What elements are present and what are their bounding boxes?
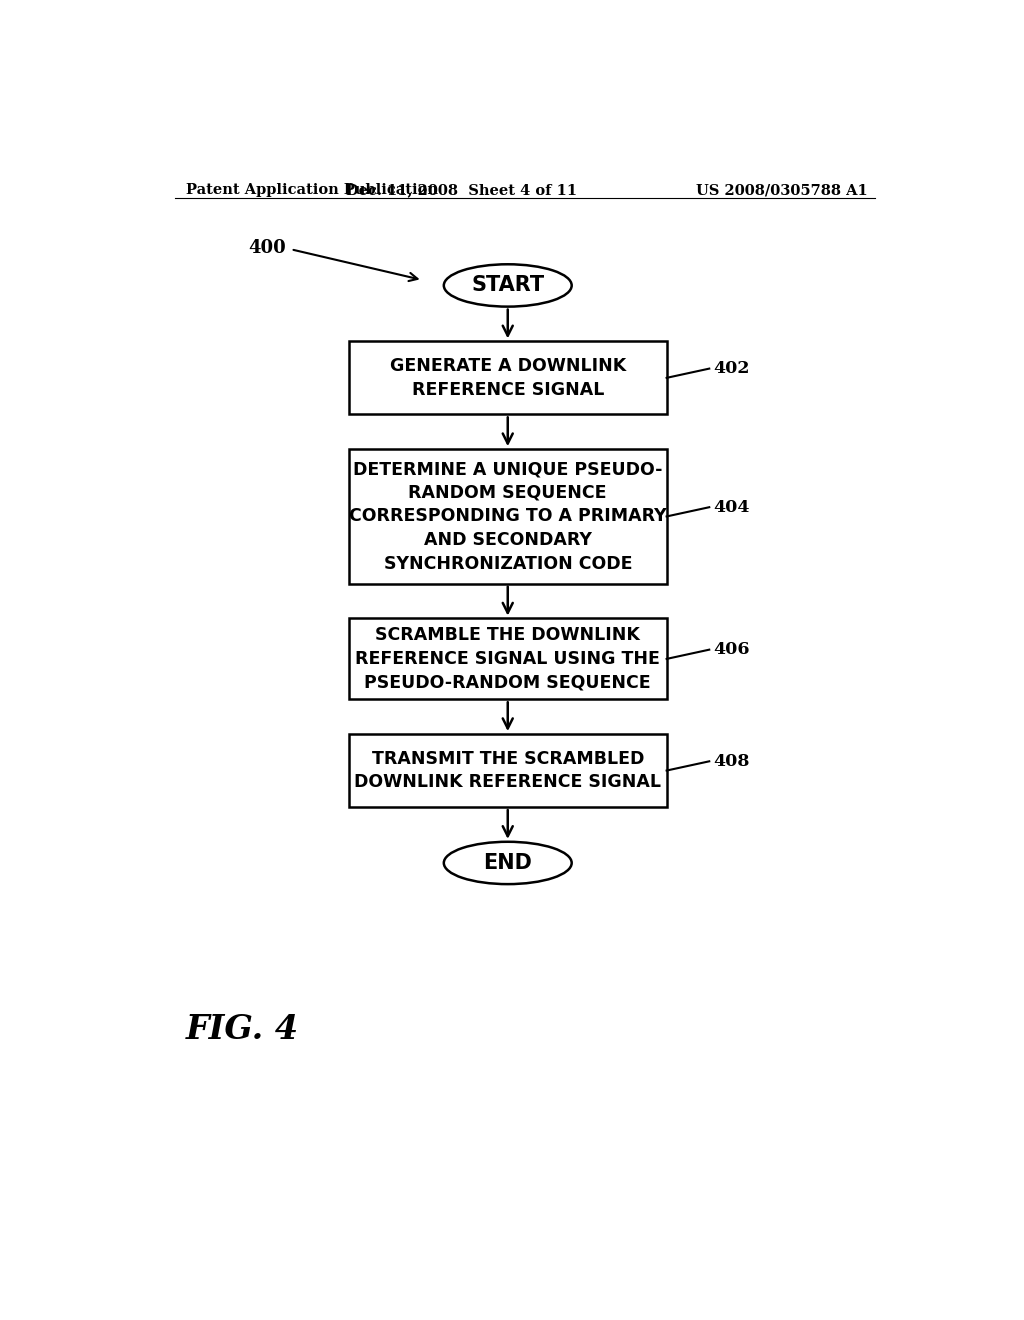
Text: US 2008/0305788 A1: US 2008/0305788 A1 bbox=[696, 183, 868, 197]
Text: DETERMINE A UNIQUE PSEUDO-
RANDOM SEQUENCE
CORRESPONDING TO A PRIMARY
AND SECOND: DETERMINE A UNIQUE PSEUDO- RANDOM SEQUEN… bbox=[349, 461, 667, 573]
Bar bbox=[349, 619, 667, 700]
Text: 404: 404 bbox=[713, 499, 750, 516]
Text: START: START bbox=[471, 276, 545, 296]
Text: TRANSMIT THE SCRAMBLED
DOWNLINK REFERENCE SIGNAL: TRANSMIT THE SCRAMBLED DOWNLINK REFERENC… bbox=[354, 750, 662, 792]
Text: 408: 408 bbox=[713, 752, 750, 770]
Bar bbox=[349, 449, 667, 583]
Text: 402: 402 bbox=[713, 360, 750, 378]
Ellipse shape bbox=[443, 842, 571, 884]
Text: 406: 406 bbox=[713, 642, 750, 659]
Text: FIG. 4: FIG. 4 bbox=[186, 1014, 299, 1045]
Text: SCRAMBLE THE DOWNLINK
REFERENCE SIGNAL USING THE
PSEUDO-RANDOM SEQUENCE: SCRAMBLE THE DOWNLINK REFERENCE SIGNAL U… bbox=[355, 626, 660, 692]
Text: Patent Application Publication: Patent Application Publication bbox=[186, 183, 438, 197]
Text: GENERATE A DOWNLINK
REFERENCE SIGNAL: GENERATE A DOWNLINK REFERENCE SIGNAL bbox=[389, 356, 626, 399]
Bar bbox=[349, 342, 667, 414]
Text: END: END bbox=[483, 853, 532, 873]
Ellipse shape bbox=[443, 264, 571, 306]
Text: Dec. 11, 2008  Sheet 4 of 11: Dec. 11, 2008 Sheet 4 of 11 bbox=[346, 183, 577, 197]
Bar bbox=[349, 734, 667, 807]
Text: 400: 400 bbox=[248, 239, 286, 257]
